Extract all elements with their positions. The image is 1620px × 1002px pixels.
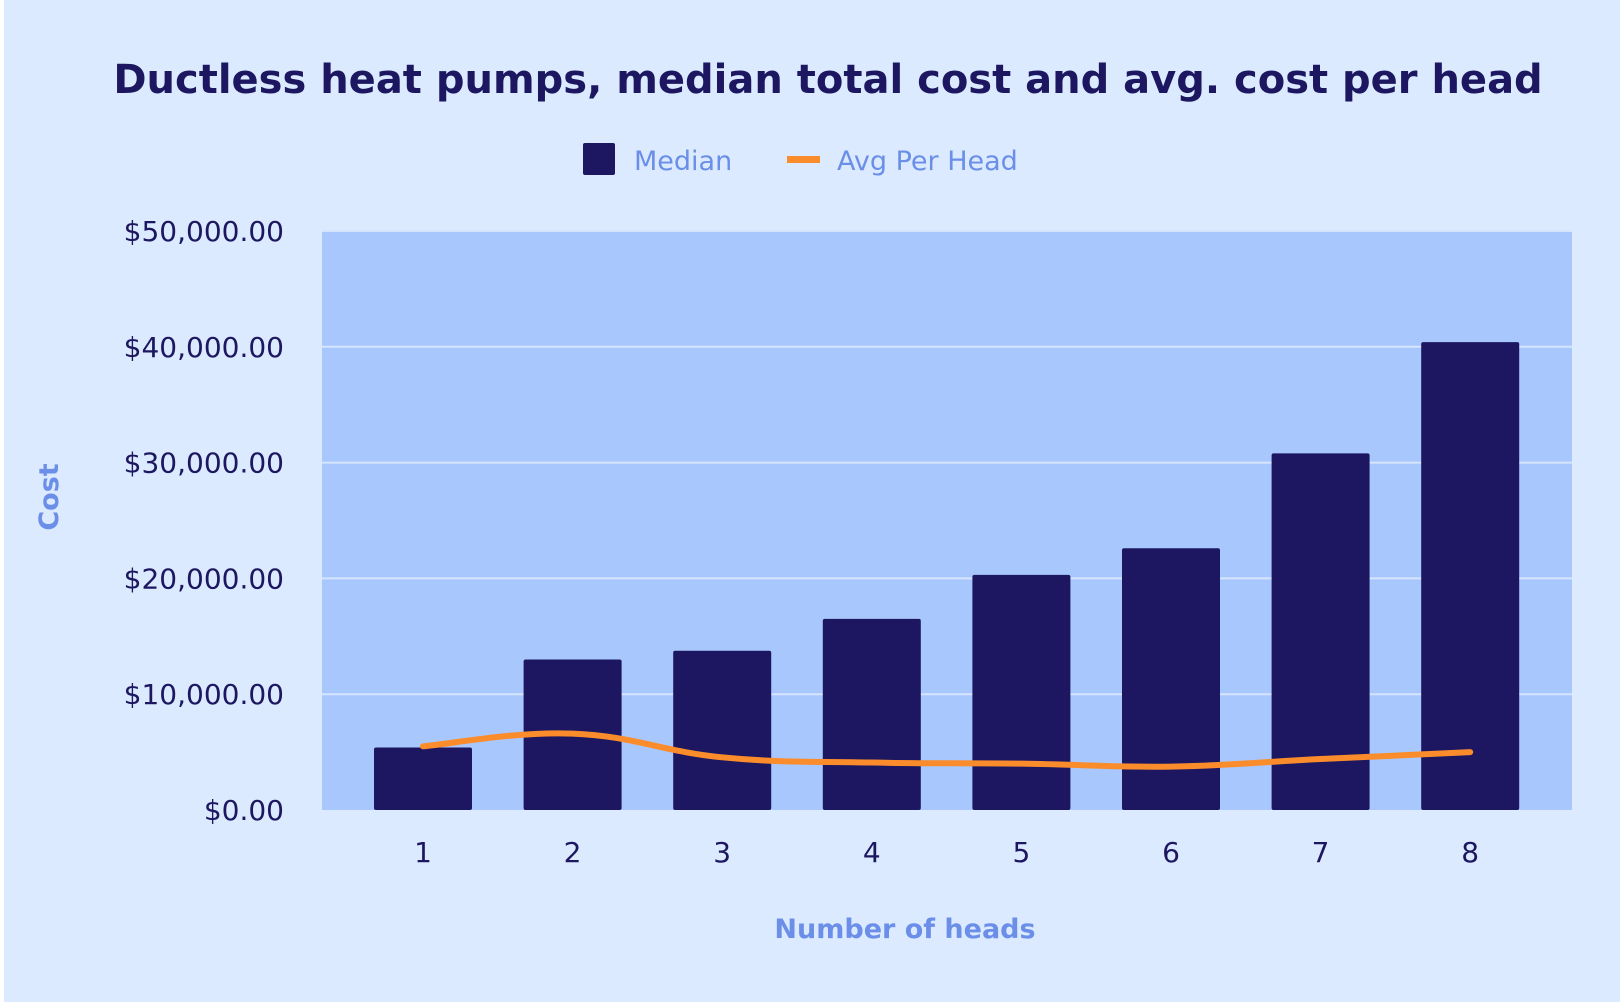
- bar-median-5: [972, 574, 1071, 810]
- y-tick-label: $50,000.00: [124, 215, 284, 248]
- bar-median-8: [1421, 342, 1520, 810]
- bar-median-1: [374, 747, 472, 810]
- x-tick-label: 4: [863, 836, 881, 869]
- bar-median-7: [1271, 453, 1370, 810]
- x-tick-label: 1: [414, 836, 432, 869]
- bar-median-6: [1122, 548, 1220, 810]
- x-axis-label: Number of heads: [774, 914, 1035, 945]
- legend-label-median: Median: [634, 146, 732, 177]
- bar-median-3: [673, 650, 772, 810]
- legend-swatch-avg-per-head: [787, 156, 820, 163]
- x-tick-label: 8: [1461, 836, 1479, 869]
- y-tick-label: $0.00: [204, 794, 284, 827]
- y-axis-label: Cost: [34, 463, 65, 530]
- legend: Median Avg Per Head: [583, 143, 1018, 177]
- x-tick-label: 5: [1012, 836, 1030, 869]
- avg-per-head-line: [420, 730, 1474, 770]
- y-tick-label: $10,000.00: [124, 678, 284, 711]
- x-tick-label: 7: [1312, 836, 1330, 869]
- x-tick-label: 3: [713, 836, 731, 869]
- legend-label-avg-per-head: Avg Per Head: [837, 146, 1018, 177]
- plot-area: [322, 231, 1572, 810]
- x-tick-label: 2: [564, 836, 582, 869]
- y-tick-label: $40,000.00: [124, 331, 284, 364]
- bar-median-4: [822, 618, 921, 810]
- y-tick-label: $30,000.00: [124, 447, 284, 480]
- frame-edge: [0, 0, 4, 1002]
- legend-swatch-median: [583, 143, 615, 175]
- x-tick-label: 6: [1162, 836, 1180, 869]
- chart-title: Ductless heat pumps, median total cost a…: [113, 57, 1542, 103]
- y-tick-label: $20,000.00: [124, 562, 284, 595]
